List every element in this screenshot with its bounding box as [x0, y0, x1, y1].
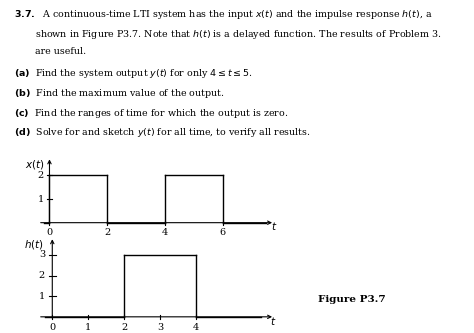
Text: are useful.: are useful.: [14, 47, 86, 56]
Text: 0: 0: [46, 228, 53, 237]
Text: $\mathbf{(d)}$  Solve for and sketch $y(t)$ for all time, to verify all results.: $\mathbf{(d)}$ Solve for and sketch $y(t…: [14, 127, 310, 140]
Text: $x(t)$: $x(t)$: [25, 158, 45, 171]
Text: 1: 1: [85, 323, 91, 332]
Text: 0: 0: [49, 323, 55, 332]
Text: $\mathbf{3.7.}$  A continuous-time LTI system has the input $x(t)$ and the impul: $\mathbf{3.7.}$ A continuous-time LTI sy…: [14, 8, 432, 21]
Text: $h(t)$: $h(t)$: [25, 238, 44, 251]
Text: 2: 2: [121, 323, 127, 332]
Text: 3: 3: [39, 250, 45, 259]
Text: 1: 1: [39, 292, 45, 301]
Text: 4: 4: [193, 323, 199, 332]
Text: $t$: $t$: [271, 220, 277, 232]
Text: $\mathbf{(b)}$  Find the maximum value of the output.: $\mathbf{(b)}$ Find the maximum value of…: [14, 87, 225, 100]
Text: 4: 4: [162, 228, 168, 237]
Text: 3: 3: [157, 323, 163, 332]
Text: $\mathbf{(c)}$  Find the ranges of time for which the output is zero.: $\mathbf{(c)}$ Find the ranges of time f…: [14, 107, 288, 120]
Text: $\mathbf{(a)}$  Find the system output $y(t)$ for only $4 \leq t \leq 5$.: $\mathbf{(a)}$ Find the system output $y…: [14, 67, 253, 80]
Text: shown in Figure P3.7. Note that $h(t)$ is a delayed function. The results of Pro: shown in Figure P3.7. Note that $h(t)$ i…: [14, 28, 442, 41]
Text: 2: 2: [39, 271, 45, 280]
Text: 6: 6: [220, 228, 226, 237]
Text: 2: 2: [37, 171, 44, 180]
Text: 2: 2: [104, 228, 110, 237]
Text: $t$: $t$: [270, 315, 276, 327]
Text: 1: 1: [37, 194, 44, 203]
Text: Figure P3.7: Figure P3.7: [318, 295, 385, 304]
